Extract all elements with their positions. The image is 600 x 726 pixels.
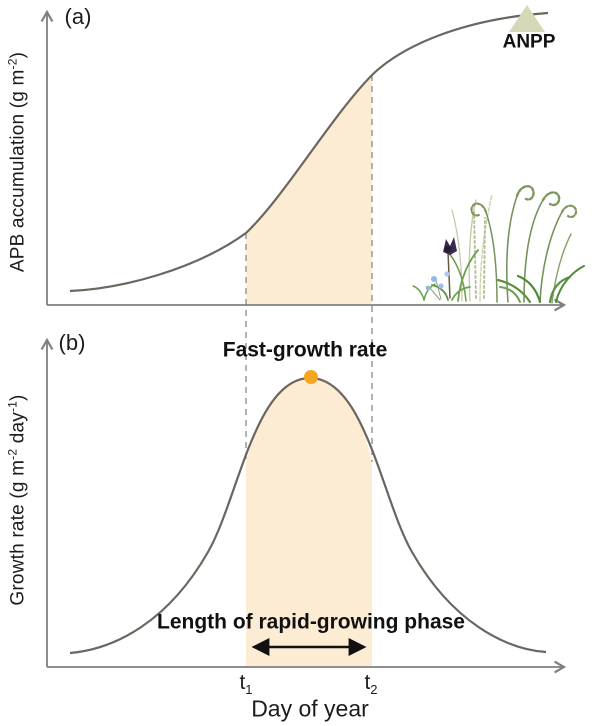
sigmoid-accumulation-curve bbox=[69, 11, 549, 293]
panel-b-tag: (b) bbox=[58, 330, 86, 355]
iris-flower bbox=[443, 237, 457, 255]
t2-tick-label: t2 bbox=[364, 670, 378, 698]
phase-length-label: Length of rapid-growing phase bbox=[157, 610, 465, 634]
anpp-label: ANPP bbox=[502, 31, 556, 53]
panel-a-y-axis-label: APB accumulation (g m-2) bbox=[5, 51, 29, 273]
rapid-phase-shade-panel-a bbox=[246, 75, 372, 304]
blue-flowers bbox=[425, 271, 450, 301]
rapid-phase-shade-panel-b bbox=[246, 378, 372, 666]
peak-point-marker bbox=[304, 370, 318, 384]
plants-illustration bbox=[412, 185, 585, 304]
panel-a-tag: (a) bbox=[64, 4, 92, 29]
x-axis-label: Day of year bbox=[251, 695, 369, 722]
panel-b-y-axis-label: Growth rate (g m-2 day-1) bbox=[5, 394, 29, 606]
anpp-triangle-marker bbox=[509, 5, 545, 32]
t1-tick-label: t1 bbox=[239, 670, 253, 698]
fast-growth-rate-label: Fast-growth rate bbox=[222, 338, 388, 362]
